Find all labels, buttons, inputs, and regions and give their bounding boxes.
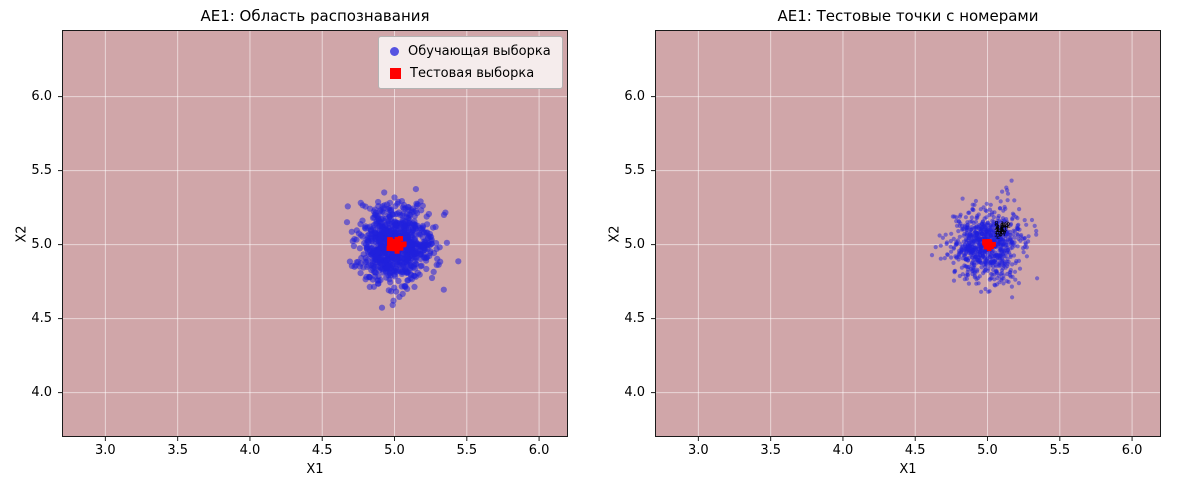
svg-text:16: 16: [995, 226, 1004, 234]
decision-region: [655, 30, 1161, 437]
x-tick-label: 4.5: [904, 443, 926, 458]
y-tick-label: 4.5: [624, 310, 645, 326]
svg-text:10: 10: [996, 228, 1005, 236]
y-axis-label: X2: [607, 224, 623, 243]
svg-text:6: 6: [1000, 228, 1005, 236]
axes-spine: [655, 30, 1161, 437]
y-axis-label: X2: [14, 224, 30, 243]
legend-entry-test: Тестовая выборка: [390, 66, 551, 81]
y-tick-label: 5.5: [624, 162, 645, 178]
svg-text:17: 17: [998, 230, 1007, 238]
tick-marks: [651, 96, 1133, 441]
legend: Обучающая выборка Тестовая выборка: [378, 36, 563, 89]
svg-text:12: 12: [1002, 221, 1011, 229]
y-tick-label: 4.0: [624, 384, 645, 400]
y-tick-label: 5.0: [624, 236, 645, 252]
svg-text:8: 8: [994, 220, 998, 228]
y-tick-label: 4.5: [31, 310, 52, 326]
y-tick-label: 6.0: [31, 88, 52, 104]
legend-label-training: Обучающая выборка: [408, 44, 551, 59]
x-tick-label: 4.0: [239, 443, 261, 458]
x-tick-label: 5.5: [1049, 443, 1071, 458]
tick-marks: [58, 96, 540, 441]
test-marker-icon: [390, 68, 401, 79]
x-tick-label: 3.5: [167, 443, 188, 458]
y-tick-label: 4.0: [31, 384, 52, 400]
svg-text:11: 11: [999, 225, 1008, 233]
axes-spine: [62, 30, 568, 437]
svg-text:13: 13: [994, 231, 1003, 239]
svg-text:5: 5: [997, 229, 1001, 237]
training-marker-icon: [390, 47, 399, 56]
y-tick-label: 5.5: [31, 162, 52, 178]
x-tick-label: 5.0: [384, 443, 405, 458]
svg-text:4: 4: [996, 224, 1001, 232]
x-tick-label: 5.0: [977, 443, 998, 458]
svg-text:1: 1: [994, 228, 998, 236]
svg-text:15: 15: [995, 226, 1004, 234]
test-points: [386, 236, 407, 254]
x-tick-label: 5.5: [456, 443, 478, 458]
y-tick-label: 6.0: [624, 88, 645, 104]
y-tick-label: 5.0: [31, 236, 52, 252]
decision-region: [62, 30, 568, 437]
plot-title: AE1: Тестовые точки с номерами: [777, 7, 1039, 25]
x-axis-label: X1: [899, 462, 917, 477]
x-tick-label: 4.0: [832, 443, 854, 458]
training-points: [929, 178, 1040, 300]
x-tick-label: 4.5: [311, 443, 333, 458]
svg-text:18: 18: [1000, 221, 1009, 229]
svg-text:7: 7: [1000, 225, 1004, 233]
plot-area: [58, 30, 568, 441]
svg-text:2: 2: [996, 233, 1000, 241]
training-points: [343, 186, 462, 311]
plot-title: AE1: Область распознавания: [200, 7, 430, 25]
grid-lines: [62, 30, 568, 437]
svg-text:9: 9: [1000, 222, 1004, 230]
legend-entry-training: Обучающая выборка: [390, 44, 551, 59]
x-tick-label: 3.0: [688, 443, 709, 458]
legend-label-test: Тестовая выборка: [410, 66, 535, 81]
grid-lines: [655, 30, 1161, 437]
svg-text:14: 14: [1000, 222, 1009, 230]
test-points: [982, 239, 996, 252]
x-tick-label: 6.0: [1121, 443, 1143, 458]
x-tick-label: 3.5: [760, 443, 781, 458]
svg-text:3: 3: [995, 223, 999, 231]
x-tick-label: 6.0: [528, 443, 550, 458]
x-axis-label: X1: [306, 462, 324, 477]
x-tick-label: 3.0: [95, 443, 116, 458]
